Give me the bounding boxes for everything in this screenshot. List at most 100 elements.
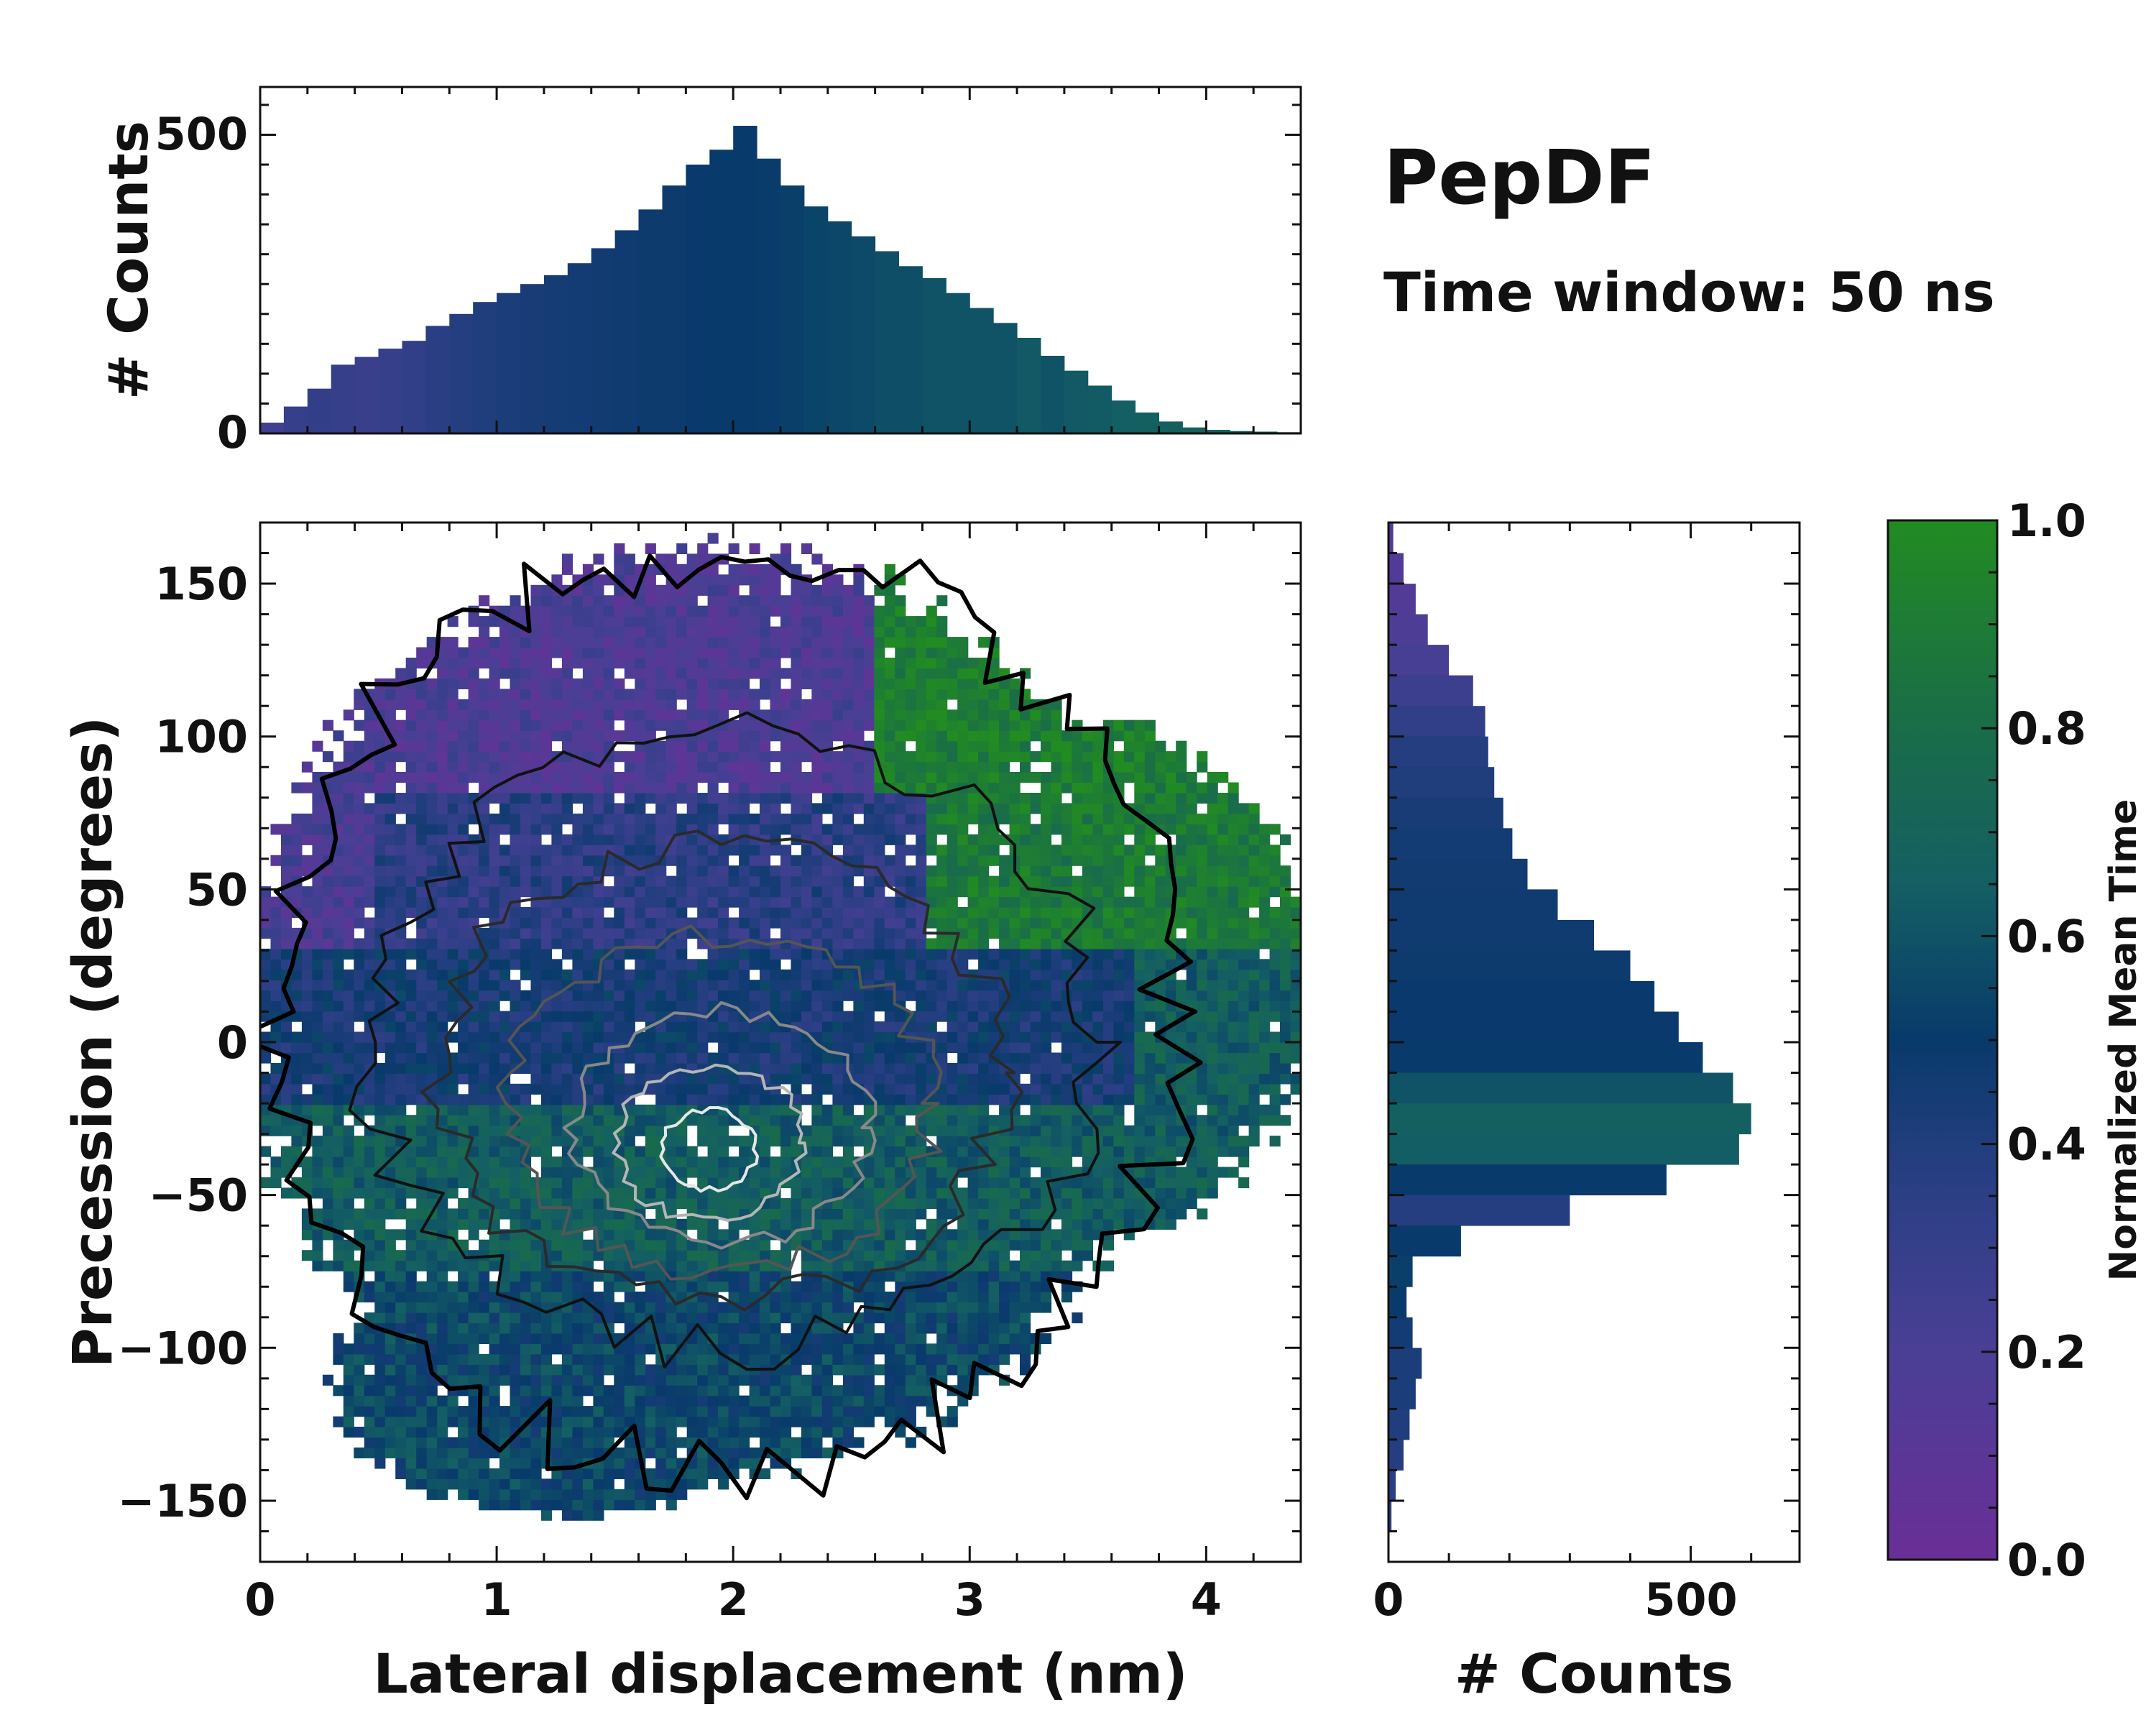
heatmap-cell [707,1021,719,1033]
heatmap-cell [572,1177,584,1189]
heatmap-cell [728,1073,740,1085]
heatmap-cell [364,1167,375,1178]
heatmap-cell [718,1312,729,1324]
heatmap-cell [499,782,511,794]
heatmap-cell [811,626,823,638]
heatmap-cell [405,1208,417,1220]
heatmap-cell [665,668,677,679]
heatmap-cell [842,1395,854,1407]
heatmap-cell [603,1073,614,1085]
heatmap-cell [343,855,354,866]
heatmap-cell [395,1406,407,1417]
heatmap-cell [874,1146,885,1157]
heatmap-cell [541,824,553,835]
heatmap-cell [884,1374,895,1386]
heatmap-cell [384,1042,396,1054]
heatmap-cell [354,772,365,783]
top-histogram-bar [567,263,592,433]
heatmap-cell [728,1312,740,1324]
heatmap-cell [551,1478,563,1490]
heatmap-cell [853,616,865,627]
heatmap-cell [489,855,500,866]
heatmap-cell [665,824,677,835]
heatmap-cell [499,1353,511,1365]
heatmap-cell [624,793,635,804]
heatmap-cell [707,865,719,877]
heatmap-cell [561,845,573,856]
heatmap-cell [686,1218,698,1230]
heatmap-cell [541,1011,553,1022]
heatmap-cell [468,1021,479,1033]
heatmap-cell [916,834,927,845]
heatmap-cell [728,730,740,742]
heatmap-cell [801,584,813,596]
heatmap-cell [416,1427,428,1438]
heatmap-cell [801,1187,813,1199]
heatmap-cell [301,959,313,970]
heatmap-cell [676,959,688,970]
heatmap-cell [760,1031,771,1043]
heatmap-cell [821,1031,833,1043]
heatmap-cell [572,1343,584,1355]
heatmap-cell [354,875,365,887]
heatmap-cell [863,658,875,669]
heatmap-cell [842,1177,854,1189]
heatmap-cell [520,1312,532,1324]
heatmap-cell [333,1011,344,1022]
heatmap-cell [707,1052,719,1064]
heatmap-cell [426,1395,438,1407]
heatmap-cell [770,1136,781,1147]
heatmap-cell [686,1000,698,1012]
heatmap-cell [405,896,417,908]
heatmap-cell [718,751,729,763]
heatmap-cell [749,1343,760,1355]
heatmap-cell [510,1197,521,1209]
heatmap-cell [593,699,604,710]
heatmap-cell [749,1416,760,1427]
heatmap-cell [718,1146,729,1157]
heatmap-cell [510,1322,521,1334]
heatmap-cell [416,990,428,1001]
heatmap-cell [760,1177,771,1189]
heatmap-cell [655,1302,667,1313]
heatmap-cell [551,1437,563,1448]
heatmap-cell [665,1468,677,1479]
heatmap-cell [301,1011,313,1022]
heatmap-cell [614,1374,625,1386]
heatmap-cell [354,782,365,794]
heatmap-cell [541,730,553,742]
heatmap-cell [635,1218,646,1230]
heatmap-cell [416,1239,428,1251]
heatmap-cell [884,678,895,689]
heatmap-cell [770,1312,781,1324]
heatmap-cell [395,927,407,939]
heatmap-cell [499,990,511,1001]
heatmap-cell [728,1218,740,1230]
heatmap-cell [426,1094,438,1105]
heatmap-cell [603,865,614,877]
heatmap-cell [665,1156,677,1168]
heatmap-cell [489,1021,500,1033]
heatmap-cell [561,803,573,814]
heatmap-cell [416,730,428,742]
heatmap-cell [718,584,729,596]
heatmap-cell [801,1343,813,1355]
heatmap-cell [895,896,906,908]
heatmap-cell [832,886,844,898]
heatmap-cell [707,1250,719,1261]
heatmap-cell [801,907,813,919]
heatmap-cell [635,1187,646,1199]
heatmap-cell [593,813,604,824]
heatmap-cell [624,637,635,648]
heatmap-cell [499,1364,511,1376]
heatmap-cell [821,886,833,898]
heatmap-cell [343,1187,354,1199]
heatmap-cell [655,1416,667,1427]
heatmap-cell [832,751,844,763]
heatmap-cell [718,668,729,679]
heatmap-cell [697,1083,709,1095]
heatmap-cell [728,782,740,794]
heatmap-cell [811,938,823,949]
heatmap-cell [479,1156,490,1168]
heatmap-cell [728,948,740,960]
